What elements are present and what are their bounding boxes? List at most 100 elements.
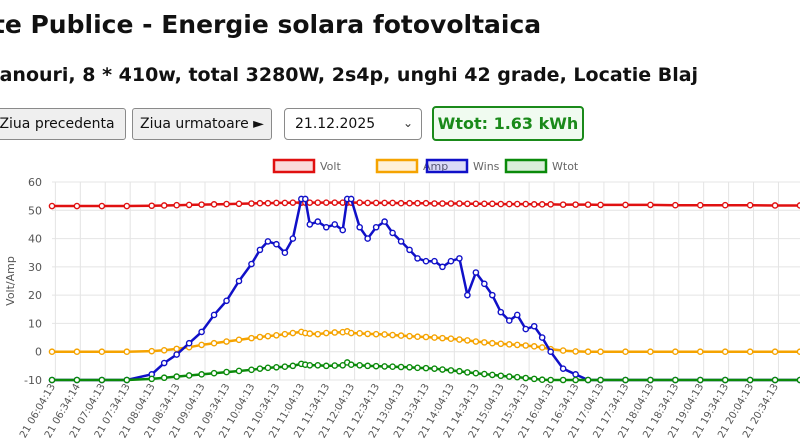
data-point-wtot — [73, 376, 81, 384]
data-point-wtot — [572, 376, 579, 384]
data-point-wins — [464, 291, 471, 299]
data-point-volt — [472, 200, 480, 208]
date-select[interactable]: 21.12.2025 ⌄ — [284, 108, 422, 140]
data-point-amp — [647, 348, 654, 356]
data-point-amp — [439, 334, 446, 342]
data-point-volt — [696, 201, 704, 209]
data-point-amp — [248, 334, 255, 342]
data-point-wtot — [273, 363, 280, 371]
chevron-down-icon: ⌄ — [402, 116, 413, 130]
data-point-wins — [481, 280, 488, 288]
y-tick-label: 40 — [28, 233, 42, 246]
legend-swatch-volt — [272, 158, 316, 174]
data-point-amp — [559, 347, 567, 354]
data-point-wtot — [248, 366, 255, 374]
data-point-amp — [447, 335, 455, 343]
data-point-amp — [198, 341, 205, 349]
data-point-wtot — [431, 365, 438, 372]
data-point-wtot — [264, 364, 272, 372]
data-point-wins — [273, 240, 280, 248]
data-point-amp — [584, 348, 592, 356]
data-point-volt — [796, 202, 800, 209]
data-point-wtot — [235, 367, 243, 375]
data-point-amp — [322, 329, 330, 337]
data-point-volt — [331, 199, 339, 206]
data-point-volt — [314, 199, 322, 206]
data-point-wins — [372, 223, 380, 231]
next-day-button[interactable]: Ziua urmatoare ► — [132, 108, 272, 140]
data-point-volt — [481, 200, 488, 208]
data-point-wtot — [339, 361, 347, 369]
data-point-volt — [364, 199, 371, 207]
data-point-wtot — [522, 374, 530, 382]
data-point-amp — [306, 330, 314, 337]
data-point-wtot — [464, 369, 471, 376]
data-point-wtot — [397, 363, 405, 371]
data-point-volt — [422, 199, 430, 207]
data-point-wtot — [223, 368, 230, 376]
data-point-volt — [559, 201, 567, 208]
data-point-wtot — [322, 362, 330, 370]
data-point-volt — [381, 199, 388, 207]
data-point-wins — [356, 223, 363, 231]
data-point-volt — [273, 199, 280, 207]
data-point-volt — [356, 199, 363, 206]
data-point-amp — [796, 348, 800, 356]
data-point-amp — [572, 348, 579, 355]
data-point-wtot — [347, 361, 355, 369]
data-point-amp — [489, 339, 496, 347]
data-point-wins — [489, 291, 496, 299]
data-point-amp — [746, 348, 754, 356]
data-point-volt — [447, 200, 455, 207]
legend-swatch-wtot — [504, 158, 548, 174]
page-subtitle: panouri, 8 * 410w, total 3280W, 2s4p, un… — [0, 64, 699, 86]
page-title: ate Publice - Energie solara fotovoltaic… — [0, 10, 542, 39]
data-point-amp — [264, 332, 272, 340]
previous-day-button[interactable]: Ziua precedenta — [0, 108, 126, 140]
legend-label-wtot: Wtot — [552, 160, 579, 173]
data-point-wins — [414, 255, 421, 262]
data-point-wins — [431, 257, 438, 265]
data-point-wtot — [356, 361, 363, 369]
data-point-wtot — [381, 363, 388, 370]
wtot-total-badge: Wtot: 1.63 kWh — [432, 106, 584, 141]
legend-label-volt: Volt — [320, 160, 341, 173]
data-point-wins — [173, 351, 180, 358]
data-point-wins — [530, 322, 538, 330]
data-point-volt — [389, 199, 396, 207]
data-point-wtot — [123, 376, 131, 384]
data-point-wtot — [746, 376, 754, 384]
data-point-wtot — [281, 363, 289, 371]
data-point-amp — [73, 348, 81, 356]
data-point-wtot — [622, 376, 629, 384]
data-point-wins — [447, 257, 455, 265]
data-point-volt — [123, 202, 131, 210]
data-point-volt — [73, 202, 81, 210]
data-point-amp — [414, 333, 421, 341]
data-point-wins — [572, 371, 579, 378]
data-point-amp — [696, 348, 704, 356]
data-point-volt — [771, 202, 779, 209]
data-point-amp — [223, 338, 230, 345]
data-point-wtot — [481, 370, 488, 378]
data-point-wins — [289, 235, 297, 242]
data-point-volt — [223, 200, 230, 208]
data-point-wtot — [185, 372, 193, 379]
data-point-volt — [256, 199, 264, 207]
data-point-amp — [513, 341, 521, 349]
data-point-volt — [439, 200, 446, 207]
data-point-wins — [538, 334, 546, 341]
data-point-volt — [160, 202, 168, 209]
data-point-volt — [148, 202, 156, 210]
data-point-wins — [185, 339, 193, 347]
data-point-wtot — [497, 372, 505, 380]
data-point-wtot — [530, 375, 538, 383]
data-point-wtot — [389, 363, 396, 371]
data-point-amp — [235, 336, 243, 344]
data-point-amp — [148, 347, 156, 355]
data-point-wtot — [647, 376, 654, 384]
data-point-amp — [331, 329, 339, 336]
data-point-volt — [431, 200, 438, 207]
data-point-volt — [397, 199, 405, 207]
